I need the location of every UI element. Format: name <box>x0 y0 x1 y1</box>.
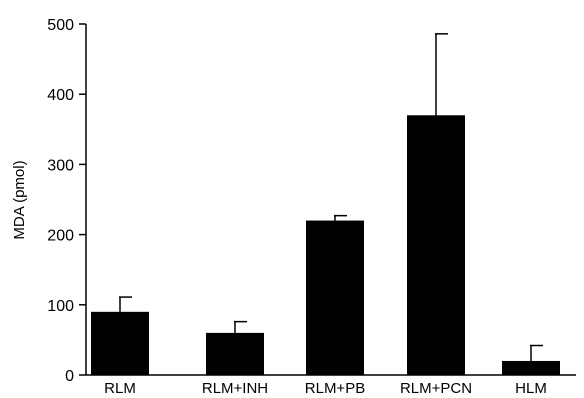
x-tick-label-rlm: RLM <box>104 380 136 397</box>
y-tick-label: 400 <box>47 87 74 104</box>
bar-rlm-plus-pcn <box>407 115 465 375</box>
y-tick-label: 300 <box>47 157 74 174</box>
bar-hlm <box>502 360 560 375</box>
y-tick-label: 0 <box>65 368 74 385</box>
y-tick-label: 200 <box>47 228 74 245</box>
x-tick-label-hlm: HLM <box>515 380 547 397</box>
bars-layer <box>91 115 560 375</box>
x-tick-label-rlm-plus-pcn: RLM+PCN <box>400 380 472 397</box>
category-labels-layer: RLM RLM+INH RLM+PB RLM+PCN HLM <box>104 380 547 397</box>
x-tick-label-rlm-plus-inh: RLM+INH <box>202 380 268 397</box>
x-tick-label-rlm-plus-pb: RLM+PB <box>305 380 365 397</box>
y-axis-title: MDA (pmol) <box>11 160 28 239</box>
y-ticks-layer: 0 100 200 300 400 500 <box>47 17 86 385</box>
y-tick-label: 100 <box>47 298 74 315</box>
bar-rlm <box>91 311 149 375</box>
plot-area: 0 100 200 300 400 500 RLM RLM+INH RLM+PB RLM+PCN… <box>47 17 576 397</box>
bar-rlm-plus-pb <box>306 220 364 375</box>
bar-rlm-plus-inh <box>206 332 264 375</box>
error-bars-layer <box>119 33 543 361</box>
y-tick-label: 500 <box>47 17 74 34</box>
